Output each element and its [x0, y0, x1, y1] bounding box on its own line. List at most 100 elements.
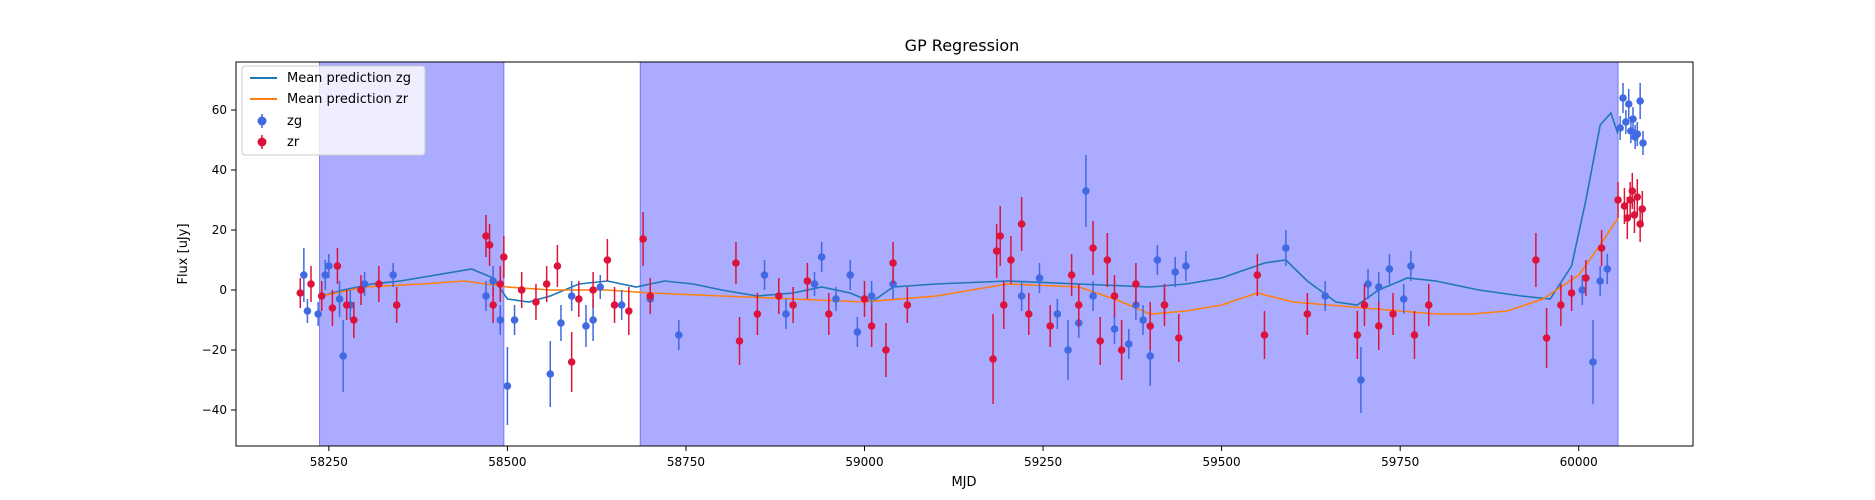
- point-zr-68: [1542, 334, 1551, 342]
- point-zr-7: [357, 286, 365, 294]
- y-tick-label: 0: [219, 283, 227, 297]
- point-zr-42: [999, 301, 1008, 309]
- x-tick-label: 58750: [667, 455, 705, 469]
- point-zg-31: [867, 292, 876, 300]
- point-zr-18: [553, 262, 562, 270]
- x-axis: 58250 58500 58750 59000 59250 59500 59750 60000: [310, 446, 1598, 469]
- point-zr-17: [542, 280, 551, 288]
- point-zr-71: [1582, 274, 1590, 282]
- point-zr-3: [328, 304, 337, 312]
- y-tick-label: −20: [202, 343, 227, 357]
- point-zr-1: [307, 280, 315, 288]
- point-zr-10: [482, 232, 490, 240]
- point-zg-50: [1321, 292, 1329, 300]
- point-zr-26: [646, 292, 655, 300]
- point-zg-21: [617, 301, 626, 309]
- x-axis-label: MJD: [951, 475, 976, 490]
- point-zr-19: [567, 358, 576, 366]
- point-zg-58: [1589, 358, 1597, 366]
- point-zr-33: [824, 310, 833, 318]
- point-zr-44: [1017, 220, 1026, 228]
- point-zg-60: [1603, 265, 1612, 273]
- point-zg-23: [675, 331, 683, 339]
- y-tick-label: −40: [202, 403, 227, 417]
- point-zg-45: [1153, 256, 1162, 264]
- legend-label-zg: zg: [287, 114, 302, 129]
- point-zg-68: [1633, 130, 1642, 138]
- y-tick-label: 60: [212, 103, 227, 117]
- point-zr-46: [1046, 322, 1055, 330]
- point-zr-47: [1067, 271, 1076, 279]
- point-zg-5: [335, 295, 344, 303]
- line-mean-prediction-zg: [321, 111, 1619, 306]
- x-tick-label: 59500: [1203, 455, 1241, 469]
- point-zr-65: [1410, 331, 1419, 339]
- point-zr-53: [1117, 346, 1126, 354]
- y-tick-label: 40: [212, 163, 227, 177]
- point-zr-28: [735, 337, 744, 345]
- point-zr-61: [1353, 331, 1362, 339]
- point-zr-29: [753, 310, 762, 318]
- point-zr-22: [603, 256, 612, 264]
- point-zr-36: [882, 346, 890, 354]
- point-zg-49: [1282, 244, 1290, 252]
- point-zg-66: [1629, 115, 1637, 123]
- point-zg-51: [1357, 376, 1365, 384]
- point-zr-66: [1424, 301, 1433, 309]
- point-zr-67: [1532, 256, 1540, 264]
- point-zr-63: [1374, 322, 1383, 330]
- point-zr-35: [867, 322, 876, 330]
- point-zr-52: [1110, 292, 1119, 300]
- point-zr-55: [1146, 322, 1154, 330]
- plot-area: [296, 61, 1647, 447]
- point-zg-13: [503, 382, 512, 390]
- point-zg-52: [1364, 280, 1372, 288]
- legend-label-zr: zr: [287, 135, 300, 150]
- point-zr-37: [889, 259, 897, 267]
- point-zr-0: [296, 289, 305, 297]
- point-zg-53: [1374, 283, 1383, 291]
- point-zr-62: [1360, 301, 1369, 309]
- point-zr-58: [1253, 271, 1262, 279]
- legend: Mean prediction zg Mean prediction zr zg…: [241, 65, 426, 156]
- point-zg-2: [314, 310, 322, 318]
- point-zg-0: [300, 271, 308, 279]
- point-zg-64: [1624, 100, 1633, 108]
- point-zr-57: [1174, 334, 1183, 342]
- point-zr-51: [1103, 256, 1112, 264]
- point-zr-69: [1557, 301, 1565, 309]
- point-zr-16: [532, 298, 540, 306]
- point-zg-44: [1146, 352, 1154, 360]
- line-mean-prediction-zr: [321, 217, 1619, 315]
- point-zg-39: [1089, 292, 1097, 300]
- point-zr-11: [485, 241, 494, 249]
- legend-marker-zg: [257, 116, 267, 126]
- x-tick-label: 58250: [310, 455, 348, 469]
- point-zr-43: [1007, 256, 1015, 264]
- point-zr-4: [333, 262, 342, 270]
- point-zg-11: [489, 277, 497, 285]
- x-tick-label: 59000: [845, 455, 883, 469]
- point-zr-59: [1260, 331, 1269, 339]
- point-zr-27: [732, 259, 740, 267]
- point-zg-8: [360, 280, 369, 288]
- point-zg-24: [760, 271, 769, 279]
- point-zg-69: [1636, 97, 1644, 105]
- point-zg-63: [1622, 118, 1630, 126]
- point-zr-78: [1630, 211, 1639, 219]
- shaded-region-1: [639, 61, 1619, 447]
- point-zr-23: [610, 301, 619, 309]
- point-zr-56: [1160, 301, 1169, 309]
- point-zr-39: [989, 355, 997, 363]
- point-zg-25: [782, 310, 790, 318]
- point-zg-26: [810, 280, 819, 288]
- point-zr-30: [775, 292, 783, 300]
- point-zr-73: [1614, 196, 1622, 204]
- chart-title: GP Regression: [905, 36, 1020, 55]
- x-tick-label: 60000: [1560, 455, 1598, 469]
- point-zr-12: [489, 301, 497, 309]
- point-zg-3: [321, 271, 330, 279]
- point-zr-79: [1633, 193, 1642, 201]
- point-zr-48: [1074, 301, 1083, 309]
